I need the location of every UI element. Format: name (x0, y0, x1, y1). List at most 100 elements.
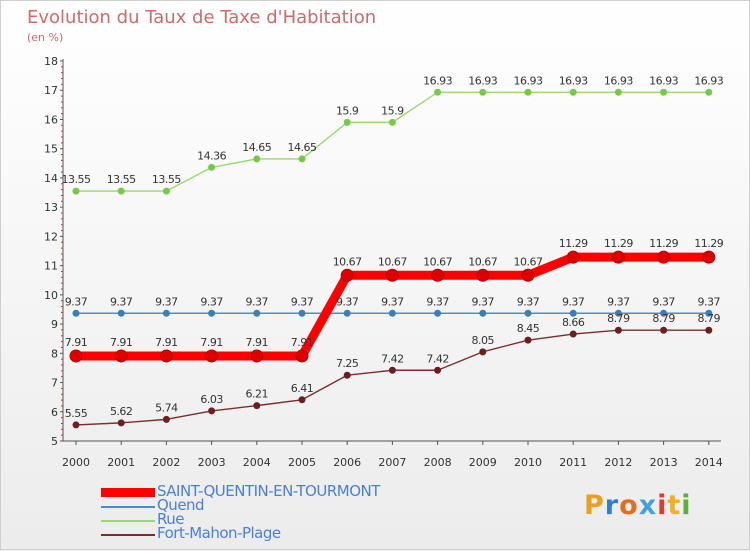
data-point (614, 309, 622, 317)
y-tick-label: 5 (51, 435, 58, 448)
data-point (611, 250, 625, 264)
data-point (569, 88, 577, 96)
data-point (705, 88, 713, 96)
x-tick-label: 2000 (62, 456, 90, 469)
data-label: 5.62 (110, 405, 133, 418)
data-point (524, 336, 532, 344)
data-label: 11.29 (604, 237, 633, 250)
data-label: 9.37 (562, 295, 585, 308)
x-tick-label: 2001 (107, 456, 135, 469)
data-label: 9.37 (336, 295, 359, 308)
y-tick-label: 12 (44, 230, 58, 243)
y-tick-label: 11 (44, 260, 58, 273)
data-label: 14.36 (197, 149, 226, 162)
x-tick-label: 2003 (198, 456, 226, 469)
data-point (253, 309, 261, 317)
data-label: 16.93 (559, 74, 588, 87)
y-tick-label: 9 (51, 318, 58, 331)
data-point (343, 371, 351, 379)
data-point (298, 396, 306, 404)
data-label: 16.93 (514, 74, 543, 87)
x-tick-label: 2002 (152, 456, 180, 469)
logo-letter: i (681, 490, 692, 521)
logo-letter: t (667, 490, 682, 521)
data-label: 13.55 (152, 173, 181, 186)
data-label: 7.91 (65, 336, 88, 349)
logo-letter: i (657, 490, 668, 521)
y-tick-label: 7 (51, 377, 58, 390)
data-point (388, 366, 396, 374)
data-point (434, 366, 442, 374)
data-label: 10.67 (378, 255, 407, 268)
data-label: 11.29 (649, 237, 678, 250)
data-label: 8.05 (472, 334, 495, 347)
x-tick-label: 2011 (559, 456, 587, 469)
data-point (205, 349, 219, 363)
legend-swatch (101, 488, 155, 497)
data-label: 10.67 (333, 255, 362, 268)
data-label: 9.37 (291, 295, 314, 308)
legend-swatch (101, 520, 155, 522)
data-point (614, 88, 622, 96)
data-label: 5.55 (65, 407, 88, 420)
data-label: 5.74 (155, 401, 178, 414)
data-point (660, 88, 668, 96)
data-label: 8.79 (607, 312, 630, 325)
data-label: 9.37 (652, 295, 675, 308)
data-point (295, 349, 309, 363)
data-label: 15.9 (381, 104, 404, 117)
x-tick-label: 2010 (514, 456, 542, 469)
data-label: 9.37 (472, 295, 495, 308)
data-point (117, 309, 125, 317)
data-point (69, 349, 83, 363)
data-label: 7.91 (291, 336, 314, 349)
x-tick-label: 2004 (243, 456, 271, 469)
data-label: 8.45 (517, 322, 540, 335)
data-point (72, 309, 80, 317)
data-label: 6.03 (200, 393, 223, 406)
data-label: 9.37 (246, 295, 269, 308)
x-tick-label: 2005 (288, 456, 316, 469)
y-tick-label: 17 (44, 84, 58, 97)
chart-title: Evolution du Taux de Taxe d'Habitation (27, 7, 377, 28)
data-point (434, 309, 442, 317)
data-label: 6.41 (291, 382, 314, 395)
data-label: 10.67 (514, 255, 543, 268)
data-label: 7.42 (381, 352, 404, 365)
data-point (253, 155, 261, 163)
data-label: 11.29 (559, 237, 588, 250)
data-point (159, 349, 173, 363)
data-label: 10.67 (468, 255, 497, 268)
data-point (208, 309, 216, 317)
y-tick-label: 13 (44, 201, 58, 214)
data-point (476, 268, 490, 282)
data-point (343, 118, 351, 126)
data-point (479, 348, 487, 356)
y-tick-label: 14 (44, 172, 58, 185)
data-point (388, 118, 396, 126)
data-point (208, 407, 216, 415)
data-label: 9.37 (65, 295, 88, 308)
legend-label: Quend (157, 496, 205, 514)
data-point (479, 309, 487, 317)
data-label: 15.9 (336, 104, 359, 117)
data-label: 16.93 (649, 74, 678, 87)
data-point (660, 309, 668, 317)
x-tick-label: 2008 (424, 456, 452, 469)
data-label: 9.37 (381, 295, 404, 308)
data-label: 7.91 (110, 336, 133, 349)
y-tick-label: 15 (44, 143, 58, 156)
data-label: 9.37 (155, 295, 178, 308)
data-label: 14.65 (288, 141, 317, 154)
data-label: 6.21 (246, 388, 269, 401)
data-point (340, 268, 354, 282)
data-point (117, 187, 125, 195)
data-label: 16.93 (604, 74, 633, 87)
legend-label: SAINT-QUENTIN-EN-TOURMONT (157, 482, 380, 500)
legend-label: Fort-Mahon-Plage (157, 524, 281, 542)
data-point (524, 309, 532, 317)
data-point (385, 268, 399, 282)
x-tick-label: 2007 (378, 456, 406, 469)
x-tick-label: 2006 (333, 456, 361, 469)
